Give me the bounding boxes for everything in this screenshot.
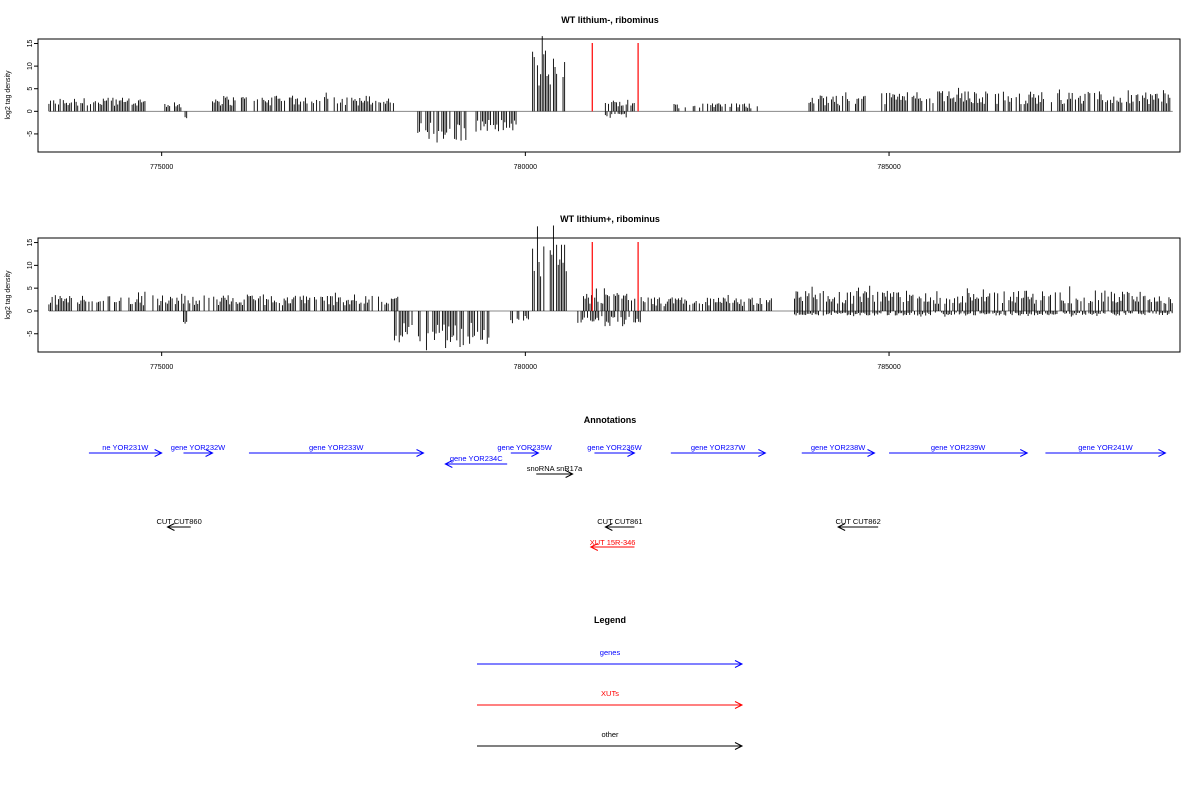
panel-2-title: WT lithium+, ribominus [560,214,660,224]
feature-arrow-head [416,449,425,457]
feature-arrow-head [205,449,214,457]
panel-1-ylabel: log2 tag density [5,70,12,120]
y-tick-label: 0 [27,309,34,313]
feature-label: snoRNA snR17a [527,464,583,473]
panel-1-frame [37,38,1181,153]
legend-panel: Legend genes XUTs other [477,615,744,750]
y-tick-label: 5 [27,286,34,290]
legend-items: genes XUTs other [477,648,744,750]
feature-label: XUT 15R-346 [590,538,636,547]
cut-feature: CUT CUT861 [597,517,643,531]
y-tick-label: -5 [27,131,34,137]
x-tick-label: 785000 [877,364,900,371]
feature-label: gene YOR241W [1078,443,1133,452]
y-tick-label: 15 [27,40,34,48]
feature-arrow-head [531,449,540,457]
x-tick-label: 775000 [150,364,173,371]
feature-label: gene YOR232W [171,443,226,452]
feature-arrow-head [627,449,636,457]
gene-feature: gene YOR232W [171,443,226,457]
x-tick-label: 775000 [150,164,173,171]
feature-arrow-head [867,449,876,457]
gene-feature: gene YOR238W [801,443,876,457]
panel-2-ylabel: log2 tag density [5,270,12,320]
legend-arrow-head [734,742,744,750]
gene-feature: gene YOR233W [248,443,425,457]
annotations-panel: Annotations ne YOR231W gene YOR232W gene Y… [88,415,1167,551]
legend-item: XUTs [477,689,744,709]
legend-arrow-head [734,660,744,668]
y-tick-label: 5 [27,87,34,91]
cut-feature: CUT CUT860 [156,517,202,531]
feature-label: gene YOR234C [450,454,503,463]
feature-arrow-head [166,523,175,531]
panel-1-axes: -5 0 5 10 15 775000 780000 785000 [27,40,901,171]
feature-arrow-head [1020,449,1029,457]
panel-2-bars [48,225,1173,351]
feature-label: CUT CUT861 [597,517,642,526]
y-tick-label: -5 [27,331,34,337]
feature-label: CUT CUT862 [835,517,880,526]
feature-label: gene YOR235W [497,443,552,452]
annotations-title: Annotations [584,415,637,425]
gene-feature: gene YOR237W [670,443,767,457]
y-tick-label: 10 [27,261,34,269]
feature-arrow-head [154,449,163,457]
panel-lithium-minus: WT lithium-, ribominus log2 tag density … [5,15,1181,171]
panel-1-title: WT lithium-, ribominus [561,15,659,25]
cut-feature: CUT CUT862 [835,517,881,531]
legend-arrow-head [734,701,744,709]
gene-feature: gene YOR241W [1045,443,1167,457]
other-feature: snoRNA snR17a [527,464,583,478]
gene-feature: gene YOR234C [444,454,508,468]
feature-arrow-head [589,543,599,551]
x-tick-label: 785000 [877,164,900,171]
feature-arrow-head [565,470,574,478]
legend-item: other [477,730,744,750]
y-tick-label: 10 [27,62,34,70]
panel-lithium-plus: WT lithium+, ribominus log2 tag density … [5,214,1181,371]
legend-label: other [601,730,619,739]
feature-arrow-head [1158,449,1167,457]
legend-title: Legend [594,615,626,625]
feature-label: gene YOR233W [309,443,364,452]
x-tick-label: 780000 [514,164,537,171]
panel-2-axes: -5 0 5 10 15 775000 780000 785000 [27,239,901,371]
panel-2-frame [37,237,1181,353]
y-tick-label: 15 [27,239,34,247]
feature-arrow-head [837,523,846,531]
feature-label: gene YOR237W [691,443,746,452]
gene-feature: gene YOR236W [587,443,643,457]
annotation-features: ne YOR231W gene YOR232W gene YOR233W gene Y… [88,443,1167,551]
legend-label: genes [600,648,621,657]
gene-feature: gene YOR239W [889,443,1029,457]
feature-label: gene YOR236W [587,443,642,452]
gene-feature: ne YOR231W [88,443,163,457]
panel-1-bars [48,36,1173,143]
x-tick-label: 780000 [514,364,537,371]
feature-label: CUT CUT860 [156,517,201,526]
feature-arrow-head [444,460,453,468]
feature-arrow-head [604,523,613,531]
feature-label: ne YOR231W [102,443,149,452]
legend-label: XUTs [601,689,619,698]
legend-item: genes [477,648,744,668]
feature-label: gene YOR239W [931,443,986,452]
xut-feature: XUT 15R-346 [589,538,636,551]
gene-feature: gene YOR235W [497,443,553,457]
y-tick-label: 0 [27,109,34,113]
feature-label: gene YOR238W [811,443,866,452]
feature-arrow-head [758,449,767,457]
